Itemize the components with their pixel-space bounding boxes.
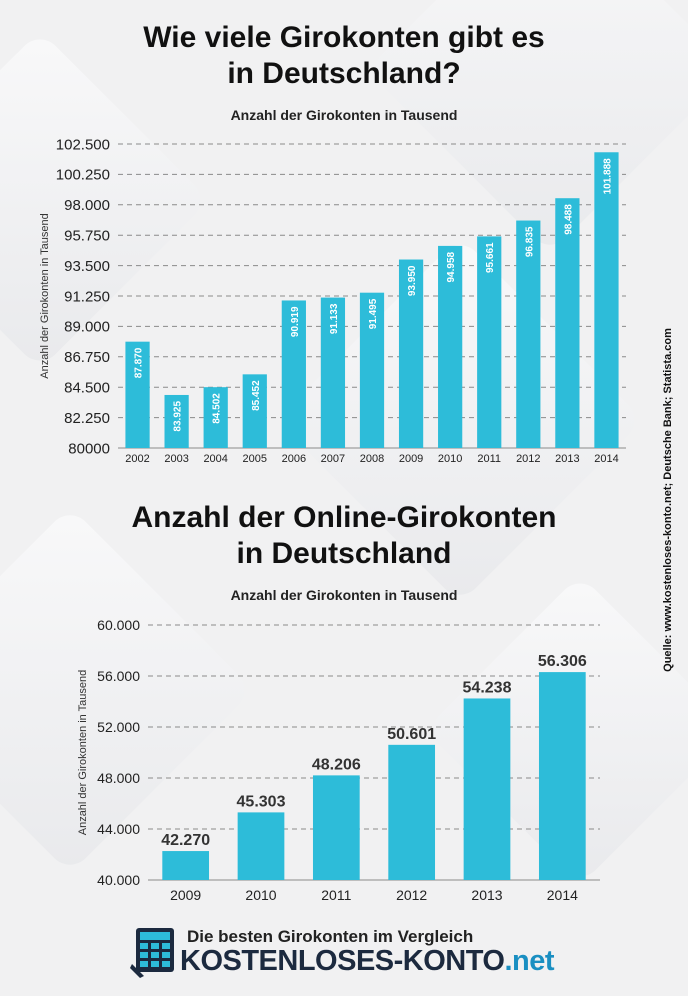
chart1-bar xyxy=(320,297,346,448)
chart1-ytick-label: 93.500 xyxy=(64,258,110,275)
chart1-subtitle: Anzahl der Girokonten in Tausend xyxy=(230,107,458,123)
chart1-xtick-label: 2004 xyxy=(203,453,227,465)
chart1-xtick-label: 2002 xyxy=(125,453,149,465)
source-note: Quelle: www.kostenloses-konto.net; Deuts… xyxy=(662,328,674,672)
online-girokonten-bar-chart: 40.000 44.000 48.000 52.000 56.000 60.000 Anza… xyxy=(77,617,600,903)
chart2-value-label: 42.270 xyxy=(161,832,210,849)
chart1-xtick-label: 2008 xyxy=(360,453,384,465)
chart2-ytick-label: 48.000 xyxy=(97,770,140,786)
chart1-value-label: 93.950 xyxy=(407,265,418,296)
chart1-xtick-label: 2009 xyxy=(399,453,423,465)
chart2-value-label: 45.303 xyxy=(237,793,286,810)
chart1-ytick-label: 82.250 xyxy=(64,410,110,427)
chart1-ytick-label: 98.000 xyxy=(64,197,110,214)
chart1-xtick-label: 2014 xyxy=(594,453,618,465)
chart1-value-label: 84.502 xyxy=(212,393,223,424)
chart1-bar xyxy=(594,152,619,448)
chart1-xtick-label: 2003 xyxy=(164,453,188,465)
footer-brand-name: KOSTENLOSES-KONTO xyxy=(180,945,505,977)
chart2-value-label: 54.238 xyxy=(463,679,512,696)
chart1-ytick-label: 102.500 xyxy=(56,136,110,153)
chart2-ytick-label: 60.000 xyxy=(97,617,140,633)
chart2-subtitle: Anzahl der Girokonten in Tausend xyxy=(230,587,458,603)
chart1-ytick-label: 80000 xyxy=(68,440,110,457)
chart1-value-label: 91.495 xyxy=(368,298,379,329)
chart2-bar xyxy=(538,672,586,880)
chart2-title: Anzahl der Online-Girokonten in Deutschl… xyxy=(131,501,557,570)
chart1-value-label: 95.661 xyxy=(485,242,496,273)
chart2-bar xyxy=(388,744,436,880)
calculator-icon xyxy=(130,928,174,978)
chart1-value-label: 101.888 xyxy=(602,158,613,195)
chart2-bar xyxy=(162,851,210,880)
chart2-xtick-label: 2011 xyxy=(321,887,351,903)
chart1-value-label: 85.452 xyxy=(251,380,262,411)
chart2-xtick-label: 2010 xyxy=(245,887,276,903)
chart2-xtick-label: 2012 xyxy=(396,887,427,903)
chart1-ytick-label: 100.250 xyxy=(56,167,110,184)
chart2-ylabel: Anzahl der Girokonten in Tausend xyxy=(77,670,89,836)
chart1-bar xyxy=(164,394,189,448)
chart2-value-label: 50.601 xyxy=(387,726,436,743)
chart2-xtick-label: 2013 xyxy=(471,887,502,903)
footer-brand-tld: .net xyxy=(504,945,555,977)
chart1-value-label: 98.488 xyxy=(563,204,574,235)
chart1-ytick-label: 84.500 xyxy=(64,379,110,396)
chart1-xtick-label: 2013 xyxy=(555,453,579,465)
chart2-xtick-label: 2009 xyxy=(170,887,201,903)
chart1-value-label: 91.133 xyxy=(329,303,340,334)
chart1-xtick-label: 2010 xyxy=(438,453,462,465)
chart1-bar xyxy=(438,245,463,448)
chart1-xtick-label: 2005 xyxy=(243,453,267,465)
chart2-bar xyxy=(237,812,285,880)
chart1-bar xyxy=(125,341,150,448)
chart1-value-label: 96.835 xyxy=(524,226,535,257)
girokonten-bar-chart: 80000 82.250 84.500 86.750 89.000 91.250 93.50… xyxy=(39,136,626,465)
chart2-ytick-label: 40.000 xyxy=(97,872,140,888)
chart1-xtick-label: 2007 xyxy=(321,453,345,465)
chart1-bar xyxy=(516,220,541,448)
chart1-ytick-label: 89.000 xyxy=(64,319,110,336)
chart1-xtick-label: 2012 xyxy=(516,453,540,465)
chart1-bar xyxy=(359,292,385,448)
page-title: Wie viele Girokonten gibt es in Deutschl… xyxy=(143,21,545,90)
chart2-bar xyxy=(312,775,360,880)
chart1-ytick-label: 95.750 xyxy=(64,227,110,244)
chart2-ytick-label: 56.000 xyxy=(97,668,140,684)
chart1-value-label: 83.925 xyxy=(173,401,184,432)
chart1-value-label: 87.870 xyxy=(134,347,145,378)
chart2-ytick-label: 44.000 xyxy=(97,821,140,837)
chart1-bar xyxy=(555,198,580,448)
footer-brand: KOSTENLOSES-KONTO.net xyxy=(180,945,555,978)
chart1-ytick-label: 86.750 xyxy=(64,349,110,366)
footer-logo[interactable]: Die besten Girokonten im Vergleich KOSTE… xyxy=(130,924,580,984)
chart1-ylabel: Anzahl der Girokonten in Tausend xyxy=(39,213,51,379)
chart2-xtick-label: 2014 xyxy=(547,887,578,903)
chart1-xtick-label: 2011 xyxy=(477,453,501,465)
chart2-value-label: 56.306 xyxy=(538,653,587,670)
chart1-ytick-label: 91.250 xyxy=(64,288,110,305)
chart1-bar xyxy=(203,387,228,448)
chart1-value-label: 94.958 xyxy=(446,251,457,282)
chart2-ytick-label: 52.000 xyxy=(97,719,140,735)
chart1-bar xyxy=(477,236,502,448)
chart1-value-label: 90.919 xyxy=(290,306,301,337)
chart1-bar xyxy=(281,300,306,448)
chart2-value-label: 48.206 xyxy=(312,756,361,773)
footer-tagline: Die besten Girokonten im Vergleich xyxy=(187,927,474,946)
chart1-xtick-label: 2006 xyxy=(282,453,306,465)
chart1-bar xyxy=(242,374,267,448)
chart2-bar xyxy=(463,698,511,880)
chart1-bar xyxy=(398,259,424,448)
